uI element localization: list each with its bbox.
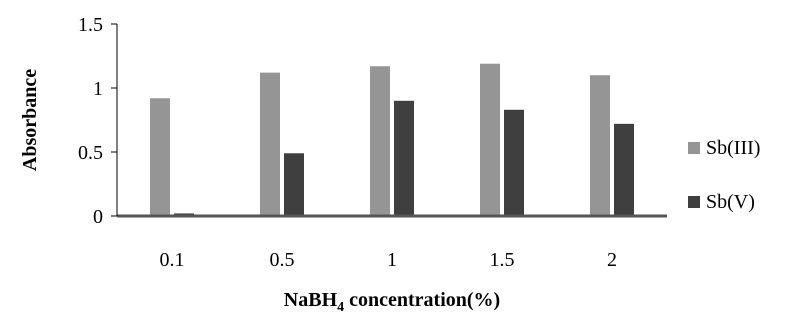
y-tick-label: 0.5 (78, 142, 103, 164)
bar-sb-iii-1.5 (480, 63, 500, 217)
bar-sb-iii-0.1 (150, 98, 170, 216)
y-tick-label: 1 (93, 78, 103, 100)
y-axis-ticks: 0 0.5 1 1.5 (78, 14, 117, 228)
x-axis-title: NaBH4 concentration(%) (284, 289, 500, 315)
bars (150, 63, 634, 217)
x-tick-label: 0.1 (160, 249, 185, 271)
bar-sb-v-0.5 (284, 153, 304, 216)
legend-label: Sb(III) (706, 137, 760, 159)
bar-sb-v-2 (614, 123, 634, 216)
legend-swatch (688, 142, 700, 154)
y-tick-label: 0 (93, 206, 103, 228)
bar-sb-iii-0.5 (260, 72, 280, 216)
bar-sb-iii-1 (370, 66, 390, 217)
x-axis-title-tail: concentration(%) (344, 289, 500, 311)
bar-sb-v-1.5 (504, 109, 524, 216)
y-tick-label: 1.5 (78, 14, 103, 36)
y-axis-title: Absorbance (19, 69, 41, 171)
x-axis-ticks: 0.1 0.5 1 1.5 2 (160, 249, 618, 271)
x-tick-label: 2 (607, 249, 617, 271)
legend: Sb(III) Sb(V) (688, 137, 760, 213)
x-tick-label: 0.5 (270, 249, 295, 271)
legend-label: Sb(V) (706, 191, 755, 213)
bar-sb-iii-2 (590, 75, 610, 216)
x-axis-title-main: NaBH (284, 289, 338, 311)
x-tick-label: 1 (387, 249, 397, 271)
legend-swatch (688, 196, 700, 208)
x-axis-title-subscript: 4 (337, 300, 344, 315)
bar-sb-v-1 (394, 100, 414, 216)
x-tick-label: 1.5 (490, 249, 515, 271)
